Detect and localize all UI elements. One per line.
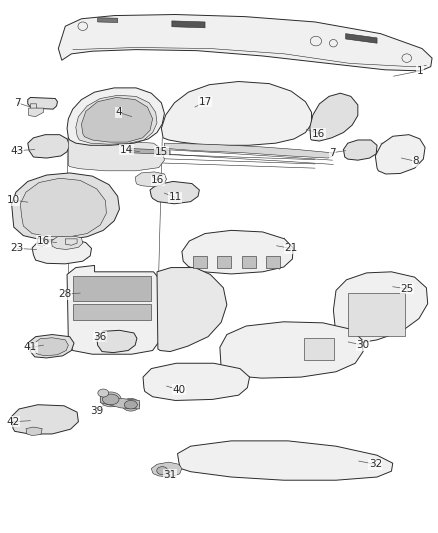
Polygon shape (161, 82, 311, 146)
Polygon shape (12, 405, 78, 434)
Text: 31: 31 (163, 470, 177, 480)
Polygon shape (310, 93, 358, 141)
Polygon shape (100, 396, 140, 409)
Polygon shape (28, 135, 70, 158)
Text: 32: 32 (369, 459, 382, 469)
Polygon shape (76, 95, 157, 144)
Text: 40: 40 (172, 385, 185, 395)
Polygon shape (150, 181, 199, 204)
Ellipse shape (102, 394, 119, 405)
Text: 1: 1 (417, 66, 423, 76)
Polygon shape (67, 88, 164, 146)
Text: 41: 41 (24, 342, 37, 352)
Polygon shape (28, 108, 43, 117)
Polygon shape (38, 239, 48, 246)
Text: 16: 16 (151, 175, 165, 185)
Text: 36: 36 (94, 332, 107, 342)
Polygon shape (164, 143, 332, 158)
Text: 7: 7 (329, 148, 336, 158)
Text: 16: 16 (312, 128, 325, 139)
Text: 21: 21 (284, 244, 298, 253)
Bar (242, 256, 256, 268)
Text: 7: 7 (14, 98, 21, 108)
Polygon shape (157, 268, 227, 352)
Polygon shape (143, 364, 250, 400)
Ellipse shape (100, 392, 121, 407)
Text: 30: 30 (357, 340, 370, 350)
Polygon shape (34, 338, 68, 356)
Polygon shape (155, 150, 170, 155)
Polygon shape (375, 135, 425, 174)
Text: 28: 28 (59, 289, 72, 299)
Polygon shape (12, 173, 120, 240)
Polygon shape (177, 441, 393, 480)
Polygon shape (98, 18, 118, 22)
Text: 23: 23 (11, 244, 24, 253)
Polygon shape (65, 239, 77, 245)
Polygon shape (135, 172, 166, 187)
Text: 42: 42 (6, 417, 20, 427)
Ellipse shape (157, 467, 168, 474)
Polygon shape (97, 330, 137, 353)
Text: 11: 11 (169, 192, 182, 203)
Polygon shape (67, 265, 159, 354)
Bar (304, 338, 334, 360)
Text: 17: 17 (198, 96, 212, 107)
Polygon shape (51, 236, 83, 249)
Polygon shape (26, 427, 42, 435)
Ellipse shape (124, 400, 138, 409)
Polygon shape (130, 149, 154, 154)
Polygon shape (343, 140, 377, 160)
Polygon shape (20, 178, 106, 237)
Text: 15: 15 (155, 147, 168, 157)
Bar (73, 304, 151, 320)
Polygon shape (346, 34, 377, 43)
Bar (217, 256, 231, 268)
Polygon shape (220, 322, 363, 378)
Polygon shape (68, 138, 164, 171)
Polygon shape (58, 14, 432, 71)
Ellipse shape (98, 389, 109, 397)
Polygon shape (32, 239, 92, 264)
Text: 25: 25 (400, 284, 413, 294)
Text: 43: 43 (11, 146, 24, 156)
Bar (266, 256, 280, 268)
Text: 16: 16 (37, 236, 50, 246)
Text: 4: 4 (115, 107, 122, 117)
Bar (348, 293, 405, 336)
Text: 39: 39 (90, 406, 103, 416)
Polygon shape (172, 21, 205, 28)
Polygon shape (151, 462, 182, 477)
Polygon shape (81, 98, 152, 142)
Bar (73, 276, 151, 301)
Text: 14: 14 (120, 144, 133, 155)
Polygon shape (30, 104, 36, 116)
Text: 10: 10 (7, 195, 19, 205)
Polygon shape (28, 98, 57, 109)
Polygon shape (182, 230, 293, 274)
Text: 8: 8 (412, 156, 419, 166)
Ellipse shape (122, 398, 140, 411)
Bar (193, 256, 207, 268)
Polygon shape (333, 272, 427, 344)
Polygon shape (29, 335, 74, 358)
